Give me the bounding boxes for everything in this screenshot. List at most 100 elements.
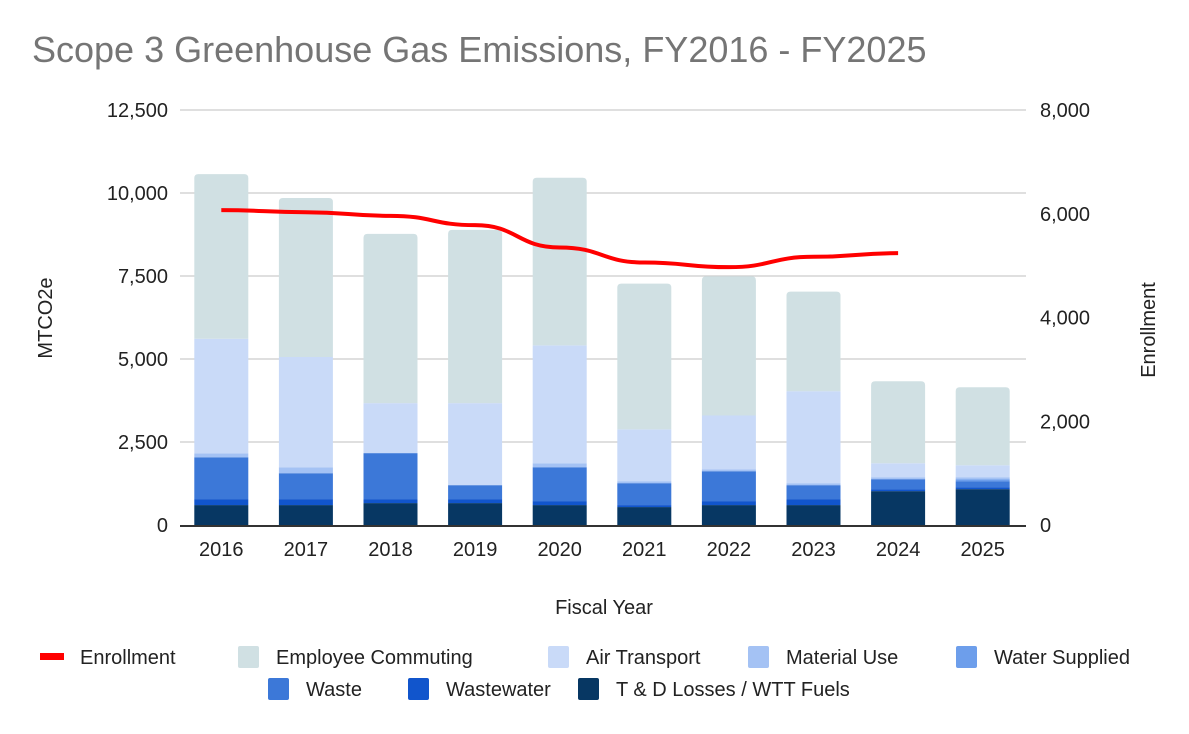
bar-segment — [871, 479, 926, 490]
bar-segment — [363, 503, 418, 525]
y2-tick-label: 2,000 — [1040, 411, 1090, 433]
bars — [194, 174, 1010, 525]
bar-stack-2022 — [701, 276, 756, 525]
legend-item-wastewater: Wastewater — [408, 678, 551, 701]
bar-stack-2020 — [532, 177, 587, 525]
legend-item-air-transport: Air Transport — [548, 646, 701, 669]
bar-segment — [278, 499, 333, 506]
bar-segment — [194, 457, 249, 500]
bar-stack-2018 — [363, 233, 418, 525]
bar-segment — [871, 491, 926, 525]
x-tick-label: 2016 — [199, 539, 244, 561]
bar-stack-2025 — [955, 387, 1010, 525]
bar-segment — [871, 489, 926, 492]
bar-segment — [786, 499, 841, 506]
bar-segment — [786, 485, 841, 500]
bar-segment — [955, 387, 1010, 466]
legend-swatch — [238, 646, 259, 668]
bar-segment — [955, 465, 1010, 478]
legend-label: Water Supplied — [994, 647, 1130, 669]
bar-segment — [194, 453, 249, 458]
legend-item-material-use: Material Use — [748, 646, 898, 669]
bar-segment — [363, 233, 418, 404]
legend-swatch — [748, 646, 769, 668]
legend-item-t-d-losses-wtt-fuels: T & D Losses / WTT Fuels — [578, 678, 850, 701]
bar-segment — [448, 403, 503, 486]
legend-swatch — [408, 678, 429, 700]
enrollment-line — [221, 208, 899, 270]
bar-segment — [532, 463, 587, 468]
y2-tick-label: 0 — [1040, 515, 1051, 537]
legend-item-water-supplied: Water Supplied — [956, 646, 1130, 669]
bar-segment — [617, 283, 672, 430]
x-tick-label: 2025 — [960, 539, 1005, 561]
legend-swatch — [956, 646, 977, 668]
bar-segment — [955, 487, 1010, 490]
y2-tick-label: 4,000 — [1040, 308, 1090, 330]
x-tick-label: 2020 — [537, 539, 582, 561]
legend-label: Air Transport — [586, 647, 701, 669]
bar-segment — [194, 505, 249, 525]
legend-label: Enrollment — [80, 647, 176, 669]
bar-segment — [617, 481, 672, 484]
legend-swatch — [268, 678, 289, 700]
bar-segment — [617, 505, 672, 508]
bar-segment — [278, 505, 333, 525]
bar-segment — [448, 499, 503, 504]
bar-stack-2017 — [278, 197, 333, 525]
y-axis-right-ticks: 0 2,000 4,000 6,000 8,000 — [1040, 100, 1090, 537]
bar-stack-2019 — [448, 229, 503, 525]
x-tick-label: 2023 — [791, 539, 836, 561]
legend-item-enrollment: Enrollment — [40, 647, 176, 669]
legend-label: T & D Losses / WTT Fuels — [616, 679, 850, 701]
bar-segment — [701, 276, 756, 416]
bar-segment — [786, 505, 841, 525]
y-tick-label: 5,000 — [118, 349, 168, 371]
legend-label: Employee Commuting — [276, 647, 473, 669]
x-tick-label: 2021 — [622, 539, 667, 561]
bar-segment — [448, 485, 503, 500]
bar-segment — [701, 471, 756, 502]
bar-segment — [955, 479, 1010, 482]
bar-segment — [701, 501, 756, 506]
legend-swatch — [548, 646, 569, 668]
bar-segment — [786, 483, 841, 486]
bar-segment — [701, 469, 756, 472]
bar-segment — [363, 453, 418, 500]
bar-segment — [955, 489, 1010, 525]
legend-item-waste: Waste — [268, 678, 362, 701]
bar-segment — [194, 499, 249, 506]
bar-segment — [617, 507, 672, 525]
enrollment-line-layer — [221, 208, 899, 270]
y-tick-label: 12,500 — [107, 100, 168, 122]
legend: Enrollment Employee Commuting Air Transpor… — [40, 646, 1130, 701]
bar-segment — [363, 499, 418, 504]
y-tick-label: 10,000 — [107, 183, 168, 205]
y2-tick-label: 6,000 — [1040, 204, 1090, 226]
y-tick-label: 2,500 — [118, 432, 168, 454]
x-tick-label: 2017 — [284, 539, 329, 561]
bar-segment — [701, 505, 756, 525]
bar-segment — [955, 481, 1010, 488]
x-axis-title: Fiscal Year — [555, 597, 653, 619]
bar-segment — [278, 357, 333, 468]
bar-segment — [617, 429, 672, 482]
y2-tick-label: 8,000 — [1040, 100, 1090, 122]
x-tick-label: 2018 — [368, 539, 413, 561]
bar-stack-2016 — [194, 174, 249, 525]
bar-stack-2024 — [871, 381, 926, 525]
bar-segment — [701, 415, 756, 470]
legend-swatch — [578, 678, 599, 700]
chart-title: Scope 3 Greenhouse Gas Emissions, FY2016… — [32, 29, 926, 70]
legend-label: Wastewater — [446, 679, 551, 701]
y-axis-left-title: MTCO2e — [35, 277, 57, 358]
bar-segment — [194, 174, 249, 339]
bar-stack-2021 — [617, 283, 672, 525]
bar-segment — [871, 463, 926, 478]
legend-label: Material Use — [786, 647, 898, 669]
y-tick-label: 0 — [157, 515, 168, 537]
bar-segment — [194, 338, 249, 454]
bar-segment — [532, 501, 587, 506]
legend-item-employee-commuting: Employee Commuting — [238, 646, 473, 669]
